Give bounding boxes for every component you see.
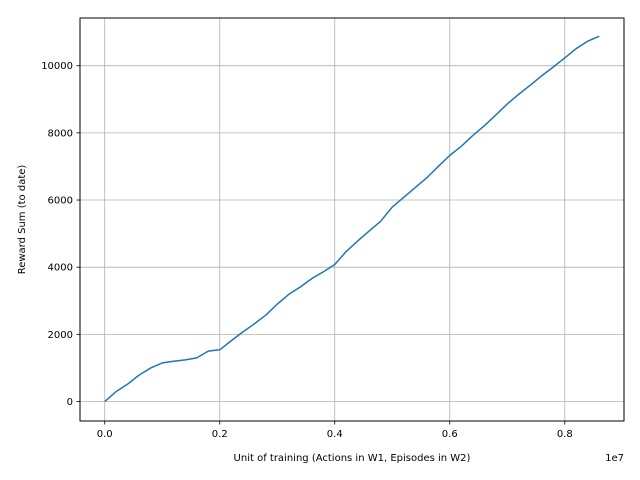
series-line [104, 35, 600, 403]
grid-lines [80, 18, 624, 421]
plot-frame [79, 17, 625, 422]
x-axis-offset-label: 1e7 [605, 453, 624, 464]
y-tick-label: 0 [67, 397, 73, 408]
y-tick-label: 4000 [48, 263, 73, 274]
y-tick-label: 10000 [41, 61, 73, 72]
x-tick-label: 0.0 [97, 429, 113, 440]
x-axis-label: Unit of training (Actions in W1, Episode… [234, 453, 471, 464]
y-axis-ticks: 0 2000 4000 6000 8000 10000 [41, 61, 80, 408]
x-tick-label: 0.8 [557, 429, 573, 440]
x-tick-label: 0.2 [212, 429, 228, 440]
series-layer [104, 35, 600, 403]
y-axis-label: Reward Sum (to date) [17, 165, 28, 275]
y-tick-label: 6000 [48, 196, 73, 207]
y-tick-label: 2000 [48, 330, 73, 341]
x-tick-label: 0.6 [442, 429, 458, 440]
y-tick-label: 8000 [48, 128, 73, 139]
x-axis-ticks: 0.0 0.2 0.4 0.6 0.8 [97, 421, 573, 440]
x-tick-label: 0.4 [327, 429, 343, 440]
